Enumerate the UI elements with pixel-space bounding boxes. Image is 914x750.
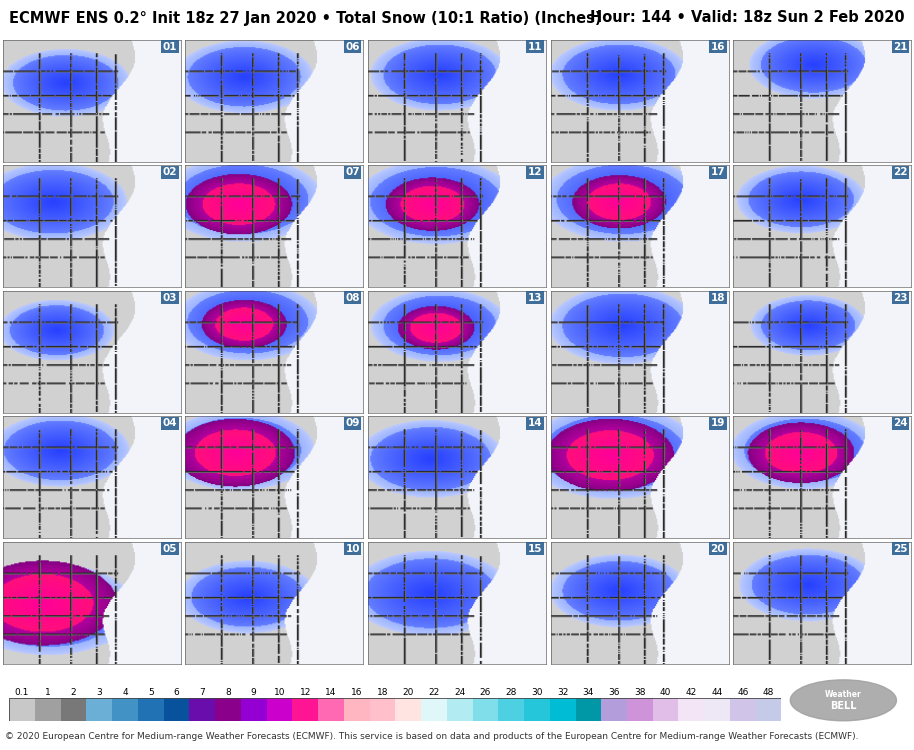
Bar: [653, 698, 678, 721]
Text: 46: 46: [738, 688, 749, 698]
Text: 17: 17: [710, 167, 725, 177]
Bar: [60, 698, 86, 721]
Bar: [678, 698, 704, 721]
Text: 06: 06: [345, 41, 360, 52]
Text: 2: 2: [70, 688, 76, 698]
Text: 01: 01: [163, 41, 177, 52]
Text: 23: 23: [893, 292, 908, 303]
Text: 34: 34: [583, 688, 594, 698]
Text: BELL: BELL: [830, 701, 856, 711]
Text: 7: 7: [199, 688, 205, 698]
Text: 20: 20: [402, 688, 414, 698]
Text: 14: 14: [325, 688, 336, 698]
Bar: [112, 698, 138, 721]
Text: 24: 24: [893, 419, 908, 428]
Text: 04: 04: [163, 419, 177, 428]
Text: 10: 10: [345, 544, 360, 554]
Bar: [549, 698, 576, 721]
Bar: [35, 698, 60, 721]
Text: ECMWF ENS 0.2° Init 18z 27 Jan 2020 • Total Snow (10:1 Ratio) (Inches): ECMWF ENS 0.2° Init 18z 27 Jan 2020 • To…: [9, 10, 601, 26]
Text: 18: 18: [710, 292, 725, 303]
Bar: [601, 698, 627, 721]
Bar: [473, 698, 498, 721]
Text: 4: 4: [122, 688, 128, 698]
Text: 11: 11: [528, 41, 543, 52]
Text: 32: 32: [557, 688, 569, 698]
Text: 12: 12: [528, 167, 543, 177]
Text: Hour: 144 • Valid: 18z Sun 2 Feb 2020: Hour: 144 • Valid: 18z Sun 2 Feb 2020: [590, 10, 905, 26]
Text: 44: 44: [711, 688, 723, 698]
Bar: [369, 698, 395, 721]
Text: 20: 20: [710, 544, 725, 554]
Text: 42: 42: [686, 688, 697, 698]
Text: 03: 03: [163, 292, 177, 303]
Text: 02: 02: [163, 167, 177, 177]
Text: 08: 08: [345, 292, 360, 303]
Text: 19: 19: [711, 419, 725, 428]
Bar: [730, 698, 756, 721]
Text: 05: 05: [163, 544, 177, 554]
Bar: [164, 698, 189, 721]
Bar: [318, 698, 344, 721]
Bar: [498, 698, 524, 721]
Text: Weather: Weather: [825, 690, 862, 699]
Bar: [9, 698, 35, 721]
Text: 22: 22: [893, 167, 908, 177]
Text: 26: 26: [480, 688, 491, 698]
Bar: [627, 698, 653, 721]
Text: 14: 14: [528, 419, 543, 428]
Text: 28: 28: [505, 688, 516, 698]
Text: 30: 30: [531, 688, 543, 698]
Bar: [86, 698, 112, 721]
Bar: [756, 698, 781, 721]
Text: 10: 10: [273, 688, 285, 698]
Bar: [421, 698, 447, 721]
Bar: [241, 698, 267, 721]
Text: 09: 09: [345, 419, 360, 428]
Text: 9: 9: [250, 688, 257, 698]
Text: 1: 1: [45, 688, 50, 698]
Text: 25: 25: [893, 544, 908, 554]
Text: 8: 8: [225, 688, 231, 698]
Text: 5: 5: [148, 688, 154, 698]
Text: 3: 3: [96, 688, 102, 698]
Bar: [447, 698, 473, 721]
Text: 36: 36: [609, 688, 620, 698]
Bar: [576, 698, 601, 721]
Text: 21: 21: [893, 41, 908, 52]
Bar: [138, 698, 164, 721]
Text: 22: 22: [429, 688, 440, 698]
Text: 13: 13: [528, 292, 543, 303]
Bar: [524, 698, 549, 721]
Text: 12: 12: [300, 688, 311, 698]
Text: 24: 24: [454, 688, 465, 698]
Bar: [704, 698, 730, 721]
Text: 6: 6: [174, 688, 179, 698]
Text: 40: 40: [660, 688, 671, 698]
Text: 48: 48: [763, 688, 774, 698]
Text: 0.1: 0.1: [15, 688, 29, 698]
Text: 18: 18: [377, 688, 388, 698]
Bar: [267, 698, 292, 721]
Text: © 2020 European Centre for Medium-range Weather Forecasts (ECMWF). This service : © 2020 European Centre for Medium-range …: [5, 732, 858, 741]
Circle shape: [791, 680, 897, 721]
Bar: [215, 698, 241, 721]
Text: 38: 38: [634, 688, 645, 698]
Bar: [189, 698, 215, 721]
Bar: [292, 698, 318, 721]
Text: 15: 15: [528, 544, 543, 554]
Text: 07: 07: [345, 167, 360, 177]
Bar: [344, 698, 369, 721]
Bar: [395, 698, 421, 721]
Text: 16: 16: [351, 688, 363, 698]
Text: 16: 16: [710, 41, 725, 52]
